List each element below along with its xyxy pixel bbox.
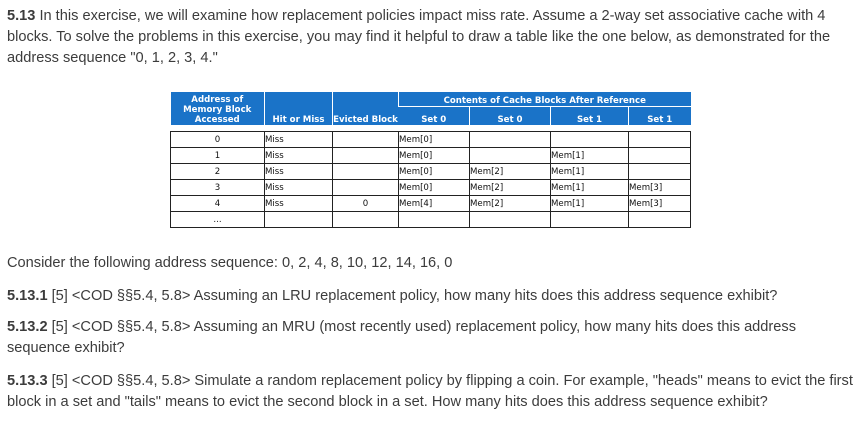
evicted-cell: 0 (332, 195, 399, 212)
set1-b-cell (628, 131, 691, 148)
set1-a-cell: Mem[1] (550, 195, 629, 212)
set0-a-cell: Mem[0] (398, 163, 470, 180)
table-row: ... (170, 211, 691, 228)
hit-miss-cell: Miss (264, 131, 333, 148)
hit-miss-cell: Miss (264, 163, 333, 180)
hit-miss-cell: Miss (264, 195, 333, 212)
set1-b-cell: Mem[3] (628, 195, 691, 212)
table-row: 4 Miss 0 Mem[4] Mem[2] Mem[1] Mem[3] (170, 195, 691, 212)
set0-a-cell (398, 211, 470, 228)
evicted-cell (332, 211, 399, 228)
question-5-13-3: 5.13.3 [5] <COD §§5.4, 5.8> Simulate a r… (7, 371, 853, 413)
set1-a-cell: Mem[1] (550, 147, 629, 164)
evicted-cell (332, 131, 399, 148)
question-number: 5.13.2 (7, 319, 48, 335)
table-row: 3 Miss Mem[0] Mem[2] Mem[1] Mem[3] (170, 179, 691, 196)
set1-a-cell: Mem[1] (550, 163, 629, 180)
question-5-13-2: 5.13.2 [5] <COD §§5.4, 5.8> Assuming an … (7, 317, 853, 359)
set1-b-cell: Mem[3] (628, 179, 691, 196)
address-cell: 0 (170, 131, 265, 148)
header-address: Address of Memory Block Accessed (170, 92, 265, 125)
hit-miss-cell: Miss (264, 179, 333, 196)
header-evicted-block: Evicted Block (332, 92, 399, 125)
address-cell: 3 (170, 179, 265, 196)
header-set1-a: Set 1 (550, 106, 629, 125)
intro-text: In this exercise, we will examine how re… (7, 8, 831, 66)
question-text: [5] <COD §§5.4, 5.8> Assuming an MRU (mo… (7, 319, 796, 356)
set0-a-cell: Mem[0] (398, 131, 470, 148)
table-row: 0 Miss Mem[0] (170, 131, 691, 148)
address-cell: 2 (170, 163, 265, 180)
set0-a-cell: Mem[0] (398, 147, 470, 164)
set1-b-cell (628, 211, 691, 228)
set0-b-cell (469, 131, 551, 148)
set0-b-cell: Mem[2] (469, 163, 551, 180)
address-sequence-text: Consider the following address sequence:… (7, 255, 453, 271)
address-cell: 1 (170, 147, 265, 164)
evicted-cell (332, 179, 399, 196)
question-number: 5.13.1 (7, 288, 48, 304)
set0-b-cell: Mem[2] (469, 179, 551, 196)
evicted-cell (332, 163, 399, 180)
address-cell: 4 (170, 195, 265, 212)
set0-b-cell (469, 211, 551, 228)
address-cell: ... (170, 211, 265, 228)
table-row: 1 Miss Mem[0] Mem[1] (170, 147, 691, 164)
set1-b-cell (628, 147, 691, 164)
exercise-number: 5.13 (7, 8, 36, 24)
hit-miss-cell: Miss (264, 147, 333, 164)
cache-table: Address of Memory Block Accessed Hit or … (170, 92, 691, 228)
evicted-cell (332, 147, 399, 164)
set0-a-cell: Mem[4] (398, 195, 470, 212)
question-5-13-1: 5.13.1 [5] <COD §§5.4, 5.8> Assuming an … (7, 286, 853, 307)
header-set0-b: Set 0 (469, 106, 551, 125)
hit-miss-cell (264, 211, 333, 228)
set1-a-cell: Mem[1] (550, 179, 629, 196)
set1-a-cell (550, 131, 629, 148)
intro-paragraph: 5.13 In this exercise, we will examine h… (7, 6, 853, 69)
question-text: [5] <COD §§5.4, 5.8> Assuming an LRU rep… (47, 288, 778, 304)
set1-a-cell (550, 211, 629, 228)
question-text: [5] <COD §§5.4, 5.8> Simulate a random r… (7, 373, 853, 410)
header-contents: Contents of Cache Blocks After Reference (398, 92, 691, 107)
set0-b-cell (469, 147, 551, 164)
set0-b-cell: Mem[2] (469, 195, 551, 212)
header-set1-b: Set 1 (628, 106, 691, 125)
header-hit-or-miss: Hit or Miss (264, 92, 333, 125)
header-set0-a: Set 0 (398, 106, 470, 125)
set0-a-cell: Mem[0] (398, 179, 470, 196)
table-row: 2 Miss Mem[0] Mem[2] Mem[1] (170, 163, 691, 180)
set1-b-cell (628, 163, 691, 180)
question-number: 5.13.3 (7, 373, 48, 389)
